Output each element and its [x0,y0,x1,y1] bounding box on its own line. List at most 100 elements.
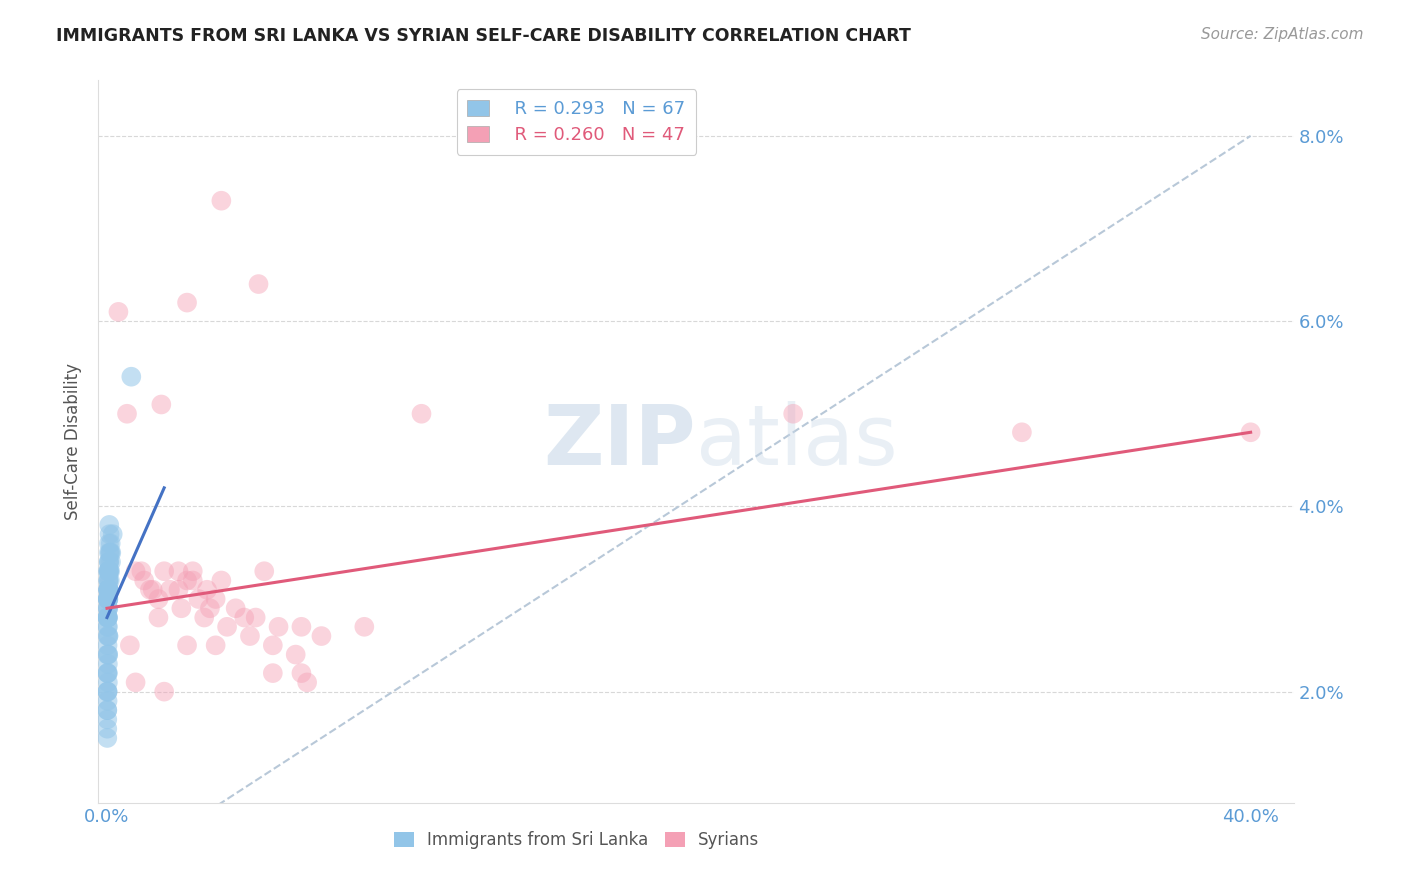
Point [150,397,173,411]
Point [96,731,118,745]
Point [97,564,120,578]
Point [167,564,190,578]
Point [97,684,120,698]
Point [97,610,120,624]
Point [1011,425,1033,440]
Point [225,601,247,615]
Point [98,517,121,532]
Point [204,638,226,652]
Point [97,574,120,588]
Point [176,295,198,310]
Point [290,620,312,634]
Point [98,555,121,569]
Point [100,546,122,560]
Point [295,675,318,690]
Point [96,666,118,681]
Point [97,629,120,643]
Point [97,592,120,607]
Point [97,592,120,607]
Point [97,629,120,643]
Point [782,407,804,421]
Point [124,564,146,578]
Point [96,703,118,717]
Point [97,648,120,662]
Point [233,610,256,624]
Point [247,277,270,291]
Point [170,601,193,615]
Point [96,648,118,662]
Point [97,582,120,597]
Point [120,369,142,384]
Point [96,684,118,698]
Point [139,582,162,597]
Point [97,684,120,698]
Point [97,574,120,588]
Point [142,582,165,597]
Point [97,582,120,597]
Legend: Immigrants from Sri Lanka, Syrians: Immigrants from Sri Lanka, Syrians [387,824,766,856]
Point [411,407,433,421]
Point [96,713,118,727]
Point [97,601,120,615]
Point [97,555,120,569]
Text: ZIP: ZIP [544,401,696,482]
Point [148,610,170,624]
Point [98,564,121,578]
Point [245,610,267,624]
Point [176,638,198,652]
Point [97,629,120,643]
Point [239,629,262,643]
Point [97,582,120,597]
Point [107,305,129,319]
Point [98,564,121,578]
Point [1239,425,1261,440]
Point [118,638,141,652]
Point [159,582,181,597]
Point [195,582,218,597]
Point [97,675,120,690]
Point [204,592,226,607]
Point [193,610,215,624]
Point [97,610,120,624]
Point [267,620,290,634]
Point [181,564,204,578]
Y-axis label: Self-Care Disability: Self-Care Disability [65,363,83,520]
Point [97,592,120,607]
Point [97,582,120,597]
Point [101,527,124,541]
Point [167,582,190,597]
Point [97,564,120,578]
Point [96,722,118,736]
Point [198,601,221,615]
Point [96,610,118,624]
Point [209,574,232,588]
Point [311,629,333,643]
Point [98,536,121,550]
Point [262,638,284,652]
Point [100,536,122,550]
Point [153,684,176,698]
Point [290,666,312,681]
Point [97,582,120,597]
Point [97,592,120,607]
Point [98,546,121,560]
Point [181,574,204,588]
Point [98,527,121,541]
Point [97,666,120,681]
Point [97,592,120,607]
Point [100,555,122,569]
Text: IMMIGRANTS FROM SRI LANKA VS SYRIAN SELF-CARE DISABILITY CORRELATION CHART: IMMIGRANTS FROM SRI LANKA VS SYRIAN SELF… [56,27,911,45]
Point [97,657,120,671]
Point [262,666,284,681]
Point [98,564,121,578]
Point [148,592,170,607]
Point [100,546,122,560]
Point [98,546,121,560]
Point [98,574,121,588]
Point [96,703,118,717]
Point [209,194,232,208]
Point [284,648,307,662]
Point [217,620,239,634]
Point [97,582,120,597]
Point [353,620,375,634]
